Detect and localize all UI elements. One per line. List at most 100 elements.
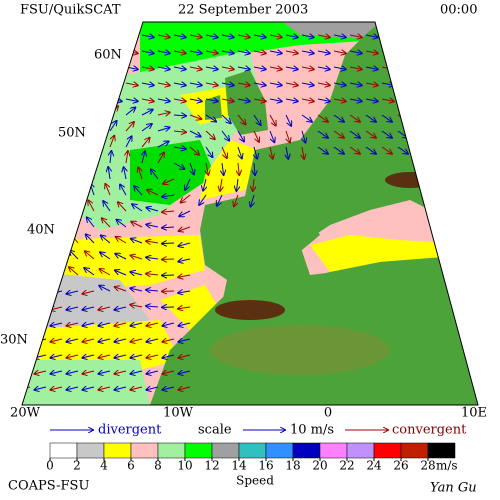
wind-arrow	[461, 130, 472, 138]
wind-arrow	[115, 270, 127, 276]
wind-arrow	[217, 194, 223, 206]
wind-arrow	[157, 51, 170, 53]
wind-arrow	[109, 136, 114, 148]
wind-arrow	[59, 183, 62, 196]
wind-arrow	[381, 146, 392, 154]
colorbar-swatch	[103, 442, 132, 459]
wind-arrow	[61, 51, 74, 53]
wind-arrow	[77, 35, 90, 37]
wind-arrow	[130, 339, 143, 342]
wind-arrow	[178, 339, 191, 342]
wind-arrow	[98, 323, 111, 326]
wind-arrow	[125, 108, 135, 116]
wind-arrow	[349, 67, 362, 69]
wind-arrow	[173, 83, 186, 85]
wind-arrow	[126, 151, 128, 164]
wind-arrow	[429, 67, 442, 69]
wind-arrow	[99, 286, 111, 292]
wind-arrow	[286, 130, 290, 142]
wind-arrow	[253, 51, 266, 53]
lat-label: 50N	[58, 126, 86, 141]
wind-arrow	[445, 35, 458, 37]
wind-arrow	[365, 51, 378, 53]
wind-arrow	[50, 355, 63, 358]
lat-label: 60N	[94, 48, 122, 63]
wind-arrow	[125, 99, 138, 101]
wind-arrow	[100, 269, 111, 276]
wind-arrow	[333, 99, 346, 101]
colorbar-tick-label: 24	[366, 459, 382, 473]
wind-arrow	[124, 167, 126, 180]
wind-arrow	[141, 83, 154, 85]
wind-arrow	[189, 130, 201, 136]
wind-arrow	[29, 83, 42, 85]
wind-arrow	[301, 99, 314, 101]
scale-value: 10 m/s	[290, 423, 334, 438]
wind-arrow	[125, 35, 138, 37]
wind-arrow	[349, 51, 362, 53]
wind-arrow	[85, 251, 95, 260]
wind-arrow	[253, 99, 266, 101]
wind-arrow	[100, 252, 111, 260]
wind-arrow	[45, 35, 58, 37]
wind-arrow	[162, 339, 175, 342]
wind-arrow	[69, 267, 79, 276]
wind-arrow	[445, 51, 458, 53]
wind-arrow	[269, 99, 282, 101]
colorbar-swatch	[184, 442, 213, 459]
wind-arrow	[120, 185, 127, 196]
wind-arrow	[285, 99, 298, 101]
wind-arrow	[22, 371, 31, 374]
wind-arrow	[22, 275, 31, 278]
wind-arrow	[114, 371, 127, 374]
wind-arrow	[253, 114, 261, 125]
wind-arrow	[381, 35, 394, 37]
wind-arrow	[178, 307, 191, 309]
wind-arrow	[50, 339, 63, 342]
wind-arrow	[269, 83, 282, 85]
wind-arrow	[365, 67, 378, 69]
wind-arrow	[162, 371, 175, 374]
wind-arrow	[237, 99, 250, 101]
wind-arrow	[301, 83, 314, 85]
wind-arrow	[22, 355, 31, 358]
wind-arrow	[84, 268, 95, 276]
wind-arrow	[179, 210, 191, 216]
lon-label: 0	[324, 406, 332, 421]
wind-arrow	[413, 99, 426, 101]
wind-arrow	[55, 233, 63, 244]
wind-arrow	[333, 35, 346, 37]
date: 22 September 2003	[178, 3, 308, 18]
colorbar-swatch	[400, 442, 429, 459]
wind-arrow	[429, 35, 442, 37]
wind-arrow	[461, 35, 474, 37]
wind-arrow	[253, 178, 254, 191]
wind-arrow	[205, 35, 218, 37]
wind-arrow	[130, 371, 143, 374]
wind-arrow	[70, 250, 79, 260]
wind-arrow	[173, 35, 186, 37]
wind-arrow	[77, 67, 90, 69]
wind-arrow	[237, 35, 250, 37]
map-frame	[21, 21, 479, 406]
wind-arrow	[461, 83, 474, 85]
wind-arrow	[162, 243, 175, 244]
wind-arrow	[413, 35, 426, 37]
wind-arrow	[253, 35, 266, 37]
wind-arrow	[114, 307, 127, 310]
wind-arrow	[189, 51, 202, 53]
wind-arrow	[147, 190, 159, 196]
wind-arrow	[109, 35, 122, 37]
wind-arrow	[333, 83, 346, 85]
wind-arrow	[34, 323, 47, 326]
convergent-label: convergent	[392, 423, 467, 438]
wind-arrow	[317, 146, 328, 154]
wind-arrow	[22, 307, 31, 310]
colorbar-tick-label: 6	[127, 459, 135, 473]
wind-arrow	[66, 307, 79, 310]
colorbar-tick-label: 14	[231, 459, 247, 473]
colorbar-swatch	[238, 442, 267, 459]
wind-arrow	[93, 99, 106, 101]
divergent-label: divergent	[98, 423, 162, 438]
